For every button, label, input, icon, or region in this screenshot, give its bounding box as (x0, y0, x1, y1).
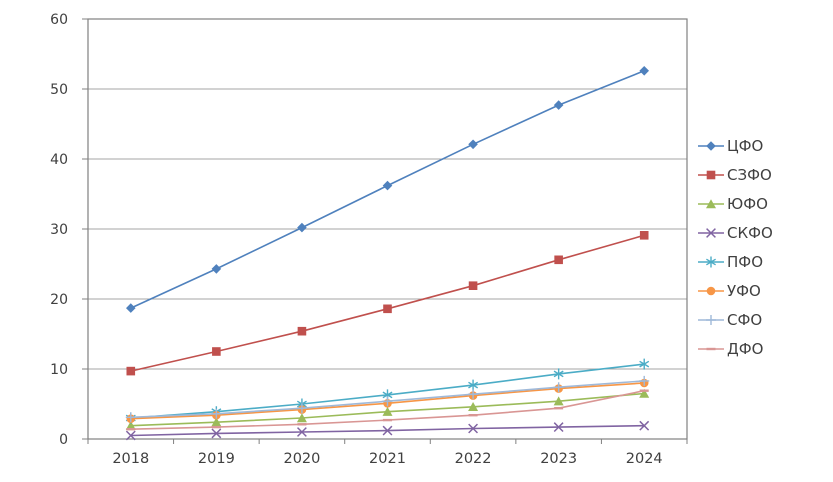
x-tick-label: 2024 (626, 451, 663, 467)
x-marker (296, 427, 307, 437)
legend-label: ЦФО (727, 137, 764, 155)
x-tick-label: 2023 (540, 451, 577, 467)
x-marker (211, 428, 222, 439)
x-marker (125, 430, 136, 441)
diamond-marker (706, 141, 716, 151)
y-tick-label: 10 (50, 362, 68, 378)
asterisk-marker (639, 358, 650, 370)
y-axis-tick-labels: 0 10 20 30 40 50 60 (50, 12, 68, 448)
y-tick-label: 40 (50, 152, 68, 168)
series-юфо (125, 388, 650, 430)
asterisk-marker (553, 368, 564, 380)
dash-marker-icon (698, 347, 724, 351)
x-marker (639, 420, 650, 431)
x-tick-label: 2018 (112, 451, 149, 467)
y-tick-label: 0 (59, 432, 68, 448)
legend-item-7: СФО (698, 310, 773, 330)
x-marker (468, 423, 479, 434)
series-сфо (125, 375, 650, 423)
legend-label: УФО (727, 282, 761, 300)
circle-marker-icon (698, 286, 724, 296)
legend-item-4: СКФО (698, 223, 773, 243)
square-marker-icon (698, 170, 724, 180)
plus-marker (382, 396, 393, 407)
square-marker (297, 326, 307, 336)
square-marker (639, 231, 649, 240)
plus-marker (211, 408, 222, 419)
plus-marker (125, 412, 136, 423)
legend-item-2: СЗФО (698, 165, 773, 185)
series-дфо (126, 389, 649, 431)
x-tick-label: 2022 (455, 451, 492, 467)
plus-marker (553, 382, 564, 393)
square-marker (468, 281, 478, 290)
diamond-marker (639, 66, 650, 76)
diamond-marker (468, 139, 478, 150)
triangle-marker (639, 388, 650, 398)
legend-label: ДФО (727, 340, 764, 358)
square-marker (706, 170, 716, 180)
asterisk-marker (706, 256, 716, 268)
plus-marker (468, 389, 479, 400)
x-marker (706, 228, 716, 238)
legend-label: СЗФО (727, 166, 772, 184)
asterisk-marker-icon (698, 256, 724, 268)
diamond-marker (125, 303, 136, 313)
x-axis-tick-labels: 2018 2019 2020 2021 2022 2023 2024 (112, 451, 662, 467)
legend-item-5: ПФО (698, 252, 773, 272)
chart-legend: ЦФО СЗФО ЮФО СКФО ПФО УФО СФО ДФО (698, 136, 773, 359)
y-tick-label: 30 (50, 222, 68, 238)
x-marker-icon (698, 228, 724, 238)
triangle-marker (125, 420, 136, 430)
square-marker (212, 347, 221, 356)
legend-item-8: ДФО (698, 339, 773, 359)
triangle-marker (296, 413, 307, 423)
triangle-marker (211, 417, 222, 427)
diamond-marker (297, 222, 307, 233)
square-marker (383, 304, 392, 314)
series-цфо (125, 66, 650, 313)
triangle-marker (706, 199, 716, 209)
legend-label: СКФО (727, 224, 773, 242)
triangle-marker (468, 402, 479, 411)
y-tick-label: 50 (50, 82, 68, 98)
x-tick-label: 2021 (369, 451, 406, 467)
series-line (130, 234, 645, 372)
plus-marker (706, 315, 716, 325)
plus-marker (639, 375, 650, 386)
square-marker (554, 255, 563, 265)
legend-item-3: ЮФО (698, 194, 773, 214)
x-tick-label: 2019 (198, 451, 235, 467)
triangle-marker (382, 406, 393, 416)
plus-marker-icon (698, 315, 724, 325)
asterisk-marker (468, 379, 479, 391)
legend-item-6: УФО (698, 281, 773, 301)
series-сзфо (126, 231, 649, 376)
gridlines (82, 18, 687, 440)
plot-border (87, 18, 688, 440)
y-tick-label: 60 (50, 12, 68, 28)
plus-marker (296, 403, 307, 414)
diamond-marker (211, 264, 222, 274)
y-tick-label: 20 (50, 292, 68, 308)
legend-label: СФО (727, 311, 763, 329)
triangle-marker-icon (698, 199, 724, 209)
triangle-marker (553, 396, 564, 406)
legend-label: ПФО (727, 253, 763, 271)
legend-item-1: ЦФО (698, 136, 773, 156)
x-marker (553, 422, 564, 433)
legend-label: ЮФО (727, 195, 768, 213)
x-axis (87, 439, 688, 444)
diamond-marker-icon (698, 141, 724, 151)
diamond-marker (382, 180, 393, 191)
circle-marker (706, 286, 716, 296)
diamond-marker (553, 100, 564, 110)
square-marker (126, 366, 136, 376)
series-скфо (125, 420, 650, 441)
x-tick-label: 2020 (283, 451, 320, 467)
x-marker (382, 425, 393, 436)
